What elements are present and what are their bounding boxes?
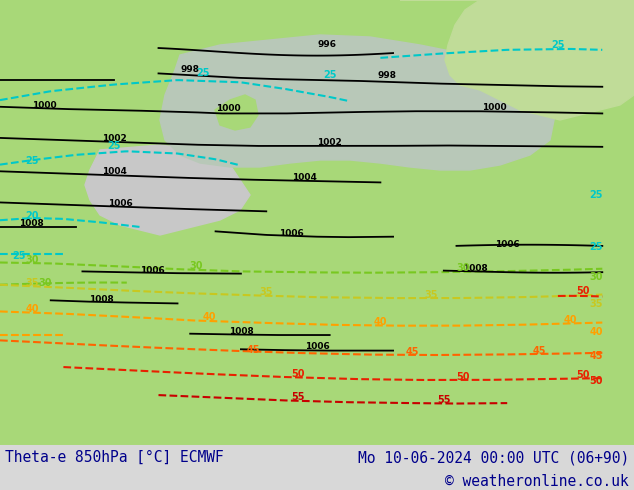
Polygon shape — [215, 95, 258, 130]
Text: 50: 50 — [291, 369, 305, 379]
Text: 1004: 1004 — [101, 168, 127, 176]
Text: 1000: 1000 — [32, 100, 56, 110]
Text: 1006: 1006 — [495, 240, 520, 249]
Text: 30: 30 — [38, 278, 51, 288]
Text: 40: 40 — [373, 317, 387, 327]
Text: 55: 55 — [291, 392, 305, 402]
Text: 25: 25 — [589, 190, 603, 200]
Text: 40: 40 — [564, 315, 578, 325]
Text: 1006: 1006 — [304, 342, 330, 351]
Polygon shape — [60, 25, 150, 85]
Text: 25: 25 — [323, 70, 337, 80]
Text: 35: 35 — [25, 278, 39, 288]
Text: 25: 25 — [25, 156, 39, 166]
Text: Mo 10-06-2024 00:00 UTC (06+90): Mo 10-06-2024 00:00 UTC (06+90) — [358, 450, 629, 465]
Text: 25: 25 — [589, 242, 603, 252]
Text: 45: 45 — [405, 346, 419, 357]
Polygon shape — [35, 75, 65, 103]
Text: 1004: 1004 — [292, 173, 317, 182]
Text: 35: 35 — [259, 288, 273, 297]
Text: 1008: 1008 — [19, 219, 44, 228]
Text: 50: 50 — [589, 375, 603, 386]
Polygon shape — [160, 35, 555, 170]
Text: 1002: 1002 — [317, 138, 342, 147]
Text: 25: 25 — [551, 40, 565, 50]
Text: Theta-e 850hPa [°C] ECMWF: Theta-e 850hPa [°C] ECMWF — [5, 450, 224, 465]
Text: 25: 25 — [107, 141, 121, 151]
Text: 50: 50 — [576, 286, 590, 295]
Text: 1006: 1006 — [139, 266, 165, 275]
Text: 1000: 1000 — [216, 104, 240, 113]
Polygon shape — [0, 145, 634, 445]
Text: 55: 55 — [437, 394, 451, 405]
Text: 40: 40 — [589, 326, 603, 337]
Text: 998: 998 — [377, 71, 396, 80]
Polygon shape — [400, 0, 634, 120]
Text: 1002: 1002 — [101, 134, 127, 144]
Text: 35: 35 — [589, 299, 603, 309]
Text: 40: 40 — [202, 312, 216, 322]
Text: 1006: 1006 — [279, 229, 304, 238]
Text: 40: 40 — [25, 304, 39, 314]
Text: © weatheronline.co.uk: © weatheronline.co.uk — [445, 474, 629, 490]
Text: 25: 25 — [196, 68, 210, 77]
Polygon shape — [310, 80, 430, 140]
Text: 30: 30 — [589, 272, 603, 282]
Polygon shape — [30, 47, 62, 73]
Text: 996: 996 — [317, 40, 336, 49]
Text: 1008: 1008 — [89, 294, 114, 304]
Text: 45: 45 — [247, 345, 261, 355]
Text: 50: 50 — [576, 370, 590, 380]
Text: 30: 30 — [190, 261, 204, 271]
Text: 30: 30 — [25, 255, 39, 266]
Text: 1000: 1000 — [482, 103, 507, 112]
Text: 45: 45 — [532, 346, 546, 356]
Text: 45: 45 — [589, 351, 603, 362]
Text: 1008: 1008 — [463, 264, 488, 272]
Text: 1008: 1008 — [228, 327, 254, 336]
Text: 1006: 1006 — [108, 199, 133, 208]
Polygon shape — [0, 0, 634, 300]
Text: 30: 30 — [456, 263, 470, 272]
Text: 20: 20 — [25, 211, 39, 221]
Text: 25: 25 — [13, 251, 26, 261]
Text: 998: 998 — [181, 65, 200, 74]
Text: 35: 35 — [424, 290, 438, 300]
Text: 50: 50 — [456, 371, 470, 382]
Polygon shape — [85, 145, 250, 235]
